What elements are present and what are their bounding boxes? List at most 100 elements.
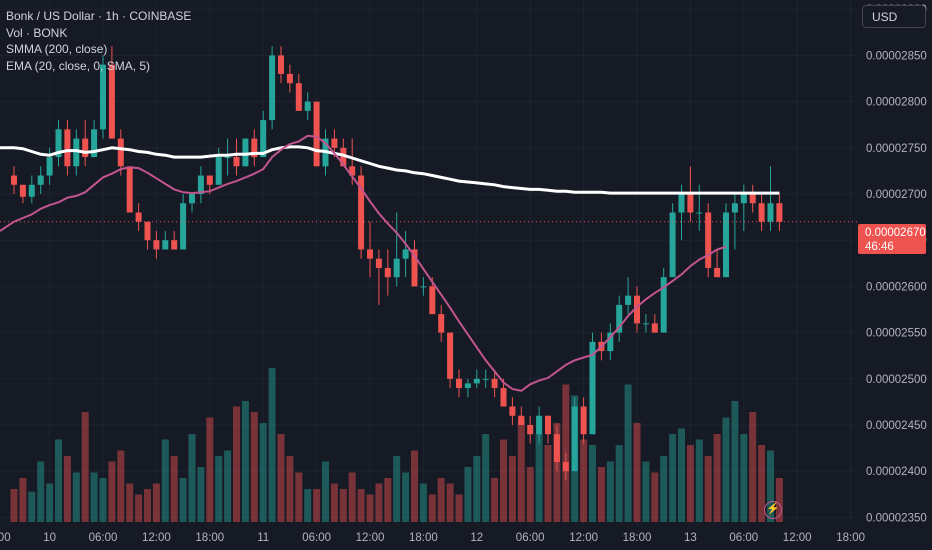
candle-body (447, 332, 454, 379)
volume-bar (37, 461, 45, 522)
time-axis-tick: 06:00 (729, 532, 758, 544)
time-axis-tick: 18:00 (195, 532, 224, 544)
volume-indicator-label[interactable]: Vol · BONK (6, 25, 68, 40)
volume-bar (704, 456, 712, 522)
candle-body (464, 383, 471, 389)
volume-bar (615, 445, 623, 522)
candle-body (375, 258, 382, 268)
volume-bar (215, 456, 223, 522)
volume-bar (259, 423, 267, 522)
candle-body (153, 240, 160, 250)
smma-indicator-label[interactable]: SMMA (200, close) (6, 42, 108, 56)
volume-bar (446, 483, 454, 522)
candle-body (206, 175, 213, 185)
volume-bar (28, 491, 36, 522)
candle-body (776, 203, 783, 222)
candle-body (162, 240, 169, 250)
candle-body (37, 175, 44, 185)
time-axis-tick: 18:00 (0, 532, 11, 544)
volume-bar (740, 434, 748, 522)
volume-bar (482, 434, 490, 522)
volume-bar (402, 472, 410, 522)
bar-countdown: 46:46 (865, 241, 894, 253)
candle-body (411, 249, 418, 287)
lightning-icon[interactable]: ⚡ (764, 501, 782, 519)
candle-body (589, 341, 596, 435)
time-axis-tick: 06:00 (89, 532, 118, 544)
price-axis-tick: 0.00002550 (866, 328, 927, 340)
volume-bar (117, 450, 125, 522)
symbol-title[interactable]: Bonk / US Dollar · 1h · COINBASE (6, 9, 192, 23)
candle-body (28, 184, 35, 197)
volume-bar (322, 461, 329, 522)
candle-body (562, 461, 569, 472)
candle-body (384, 267, 391, 278)
volume-bar (348, 472, 356, 522)
candle-body (349, 166, 356, 176)
time-axis-tick: 10 (43, 532, 56, 544)
volume-bar (126, 483, 134, 522)
candle-body (536, 415, 543, 435)
time-axis-tick: 13 (684, 532, 697, 544)
volume-bar (651, 472, 659, 522)
time-axis-tick: 12:00 (569, 532, 598, 544)
price-axis[interactable]: 0.000029000.000028500.000028000.00002750… (866, 4, 927, 524)
candle-body (233, 157, 240, 167)
candle-body (304, 101, 311, 111)
volume-bar (428, 494, 436, 522)
candle-body (313, 101, 320, 167)
candle-body (527, 424, 534, 435)
candle-body (295, 83, 302, 111)
volume-bar (464, 467, 472, 522)
volume-bar (384, 478, 392, 522)
volume-bar (731, 401, 739, 522)
volume-bar (366, 494, 374, 522)
candle-body (500, 388, 507, 407)
volume-bar (455, 494, 463, 522)
candle-body (749, 194, 756, 204)
candle-body (100, 64, 106, 130)
candle-body (358, 175, 365, 250)
candle-body (696, 212, 703, 214)
volume-bar (660, 456, 668, 522)
volume-bar (170, 456, 178, 522)
time-axis-tick: 18:00 (409, 532, 438, 544)
volume-bar (767, 450, 774, 522)
candle-body (91, 129, 98, 158)
volume-bar (553, 423, 561, 522)
candle-body (171, 240, 178, 250)
volume-bar (90, 472, 98, 522)
volume-bar (669, 434, 677, 522)
candle-body (180, 203, 187, 250)
price-axis-tick: 0.00002800 (866, 97, 927, 109)
candle-body (616, 304, 623, 333)
candle-body (518, 415, 525, 425)
candle-body (731, 203, 738, 213)
price-axis-tick: 0.00002600 (866, 281, 927, 293)
ema-indicator-label[interactable]: EMA (20, close, 0, SMA, 5) (6, 58, 151, 73)
candle-body (642, 323, 649, 325)
volume-bar (544, 445, 552, 522)
volume-bar (144, 489, 151, 522)
candle-body (278, 55, 284, 74)
candle-body (580, 406, 587, 435)
volume-bar (179, 478, 187, 522)
candle-body (19, 184, 26, 197)
volume-bars (10, 368, 783, 522)
last-price-value: 0.00002670 (865, 227, 926, 239)
ema-20-line (0, 134, 727, 392)
candle-body (260, 120, 267, 158)
volume-bar (63, 456, 71, 522)
time-axis[interactable]: 12:00 18:00 10 06:00 12:00 18:00 11 06:00 12:00 1… (0, 532, 865, 544)
candle-body (224, 157, 231, 159)
candle-body (126, 166, 133, 213)
candle-body (625, 295, 632, 305)
candle-body (251, 138, 258, 158)
price-axis-tick: 0.00002450 (866, 420, 927, 432)
volume-bar (161, 439, 169, 522)
volume-bar (419, 483, 427, 522)
currency-button[interactable]: USD (862, 5, 926, 28)
candle-body (82, 138, 89, 158)
volume-bar (580, 439, 588, 522)
